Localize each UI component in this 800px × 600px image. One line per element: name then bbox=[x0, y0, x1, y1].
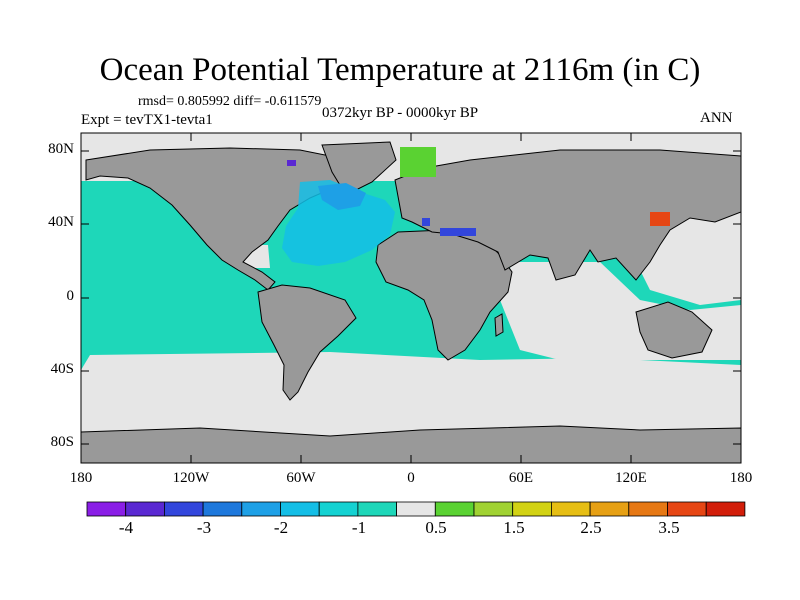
mediterranean-west-patch bbox=[422, 218, 430, 226]
colorbar-swatch bbox=[396, 501, 436, 517]
lon-label-0: 0 bbox=[407, 470, 415, 486]
lat-label-80s: 80S bbox=[50, 434, 74, 450]
colorbar-label: -1 bbox=[351, 518, 367, 537]
lat-label-40s: 40S bbox=[50, 361, 74, 377]
lat-ticks bbox=[81, 150, 741, 445]
colorbar-label: 1.5 bbox=[503, 518, 525, 537]
colorbar-swatch bbox=[86, 501, 127, 517]
colorbar bbox=[86, 501, 746, 517]
colorbar-label: -2 bbox=[273, 518, 289, 537]
colorbar-label: 3.5 bbox=[658, 518, 680, 537]
australia bbox=[635, 301, 713, 359]
lon-label-180e: 180 bbox=[729, 470, 753, 486]
period-label: 0372kyr BP - 0000kyr BP bbox=[322, 105, 479, 121]
colorbar-swatch bbox=[280, 501, 320, 517]
season-label: ANN bbox=[700, 110, 733, 126]
colorbar-swatch bbox=[357, 501, 397, 517]
lon-label-60w: 60W bbox=[286, 470, 316, 486]
land-masses bbox=[81, 141, 741, 463]
lon-ticks bbox=[80, 133, 742, 463]
lat-label-80n: 80N bbox=[48, 141, 74, 157]
lon-label-120w: 120W bbox=[172, 470, 210, 486]
colorbar-swatch bbox=[163, 501, 204, 517]
colorbar-swatch bbox=[628, 501, 668, 517]
map-title: Ocean Potential Temperature at 2116m (in… bbox=[99, 52, 701, 88]
stats-line: rmsd= 0.805992 diff= -0.611579 bbox=[138, 94, 322, 109]
colorbar-swatch bbox=[202, 501, 243, 517]
colorbar-swatch bbox=[667, 501, 707, 517]
colorbar-swatch bbox=[473, 501, 514, 517]
lat-label-40n: 40N bbox=[48, 214, 74, 230]
colorbar-swatch bbox=[125, 501, 165, 517]
colorbar-label: 2.5 bbox=[580, 518, 602, 537]
lon-label-60e: 60E bbox=[508, 470, 534, 486]
atlantic-cold-anomaly bbox=[282, 180, 395, 266]
arctic-purple-patch bbox=[287, 160, 296, 166]
mediterranean-blue-patch bbox=[440, 228, 476, 236]
arctic-green-patch bbox=[400, 147, 436, 177]
madagascar bbox=[494, 313, 504, 337]
colorbar-swatch bbox=[705, 501, 746, 517]
colorbar-label: -3 bbox=[196, 518, 212, 537]
colorbar-swatch bbox=[241, 501, 281, 517]
lat-label-0: 0 bbox=[66, 288, 75, 304]
lon-label-180w: 180 bbox=[69, 470, 93, 486]
colorbar-swatch bbox=[512, 501, 552, 517]
eurasia bbox=[394, 149, 741, 281]
colorbar-swatch bbox=[434, 501, 475, 517]
south-america bbox=[257, 284, 357, 401]
greenland bbox=[321, 141, 397, 196]
colorbar-label: -4 bbox=[118, 518, 134, 537]
experiment-label: Expt = tevTX1-tevta1 bbox=[81, 112, 213, 128]
north-atlantic-cold-anomaly bbox=[318, 183, 366, 210]
colorbar-swatch bbox=[551, 501, 591, 517]
antarctica bbox=[81, 425, 741, 463]
lon-label-120e: 120E bbox=[615, 470, 647, 486]
colorbar-label: 0.5 bbox=[425, 518, 447, 537]
japan-sea-warm-patch bbox=[650, 212, 670, 226]
colorbar-swatch bbox=[318, 501, 359, 517]
colorbar-swatch bbox=[589, 501, 630, 517]
